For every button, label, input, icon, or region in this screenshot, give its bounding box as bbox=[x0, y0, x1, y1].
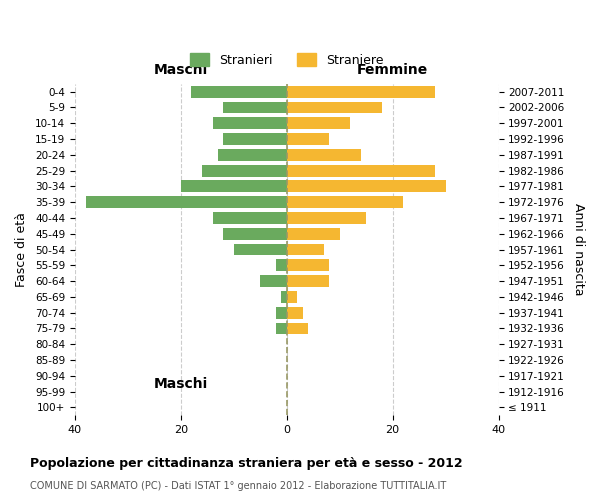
Bar bbox=[287, 291, 298, 303]
Bar bbox=[276, 322, 287, 334]
Bar bbox=[191, 86, 287, 98]
Bar bbox=[212, 212, 287, 224]
Bar bbox=[287, 244, 324, 256]
Legend: Stranieri, Straniere: Stranieri, Straniere bbox=[184, 47, 390, 73]
Bar bbox=[181, 180, 287, 192]
Bar bbox=[86, 196, 287, 208]
Bar bbox=[287, 228, 340, 239]
Bar bbox=[287, 260, 329, 271]
Bar bbox=[287, 322, 308, 334]
Bar bbox=[287, 149, 361, 161]
Bar bbox=[276, 307, 287, 318]
Text: Femmine: Femmine bbox=[357, 63, 428, 77]
Bar bbox=[287, 307, 302, 318]
Bar bbox=[287, 275, 329, 287]
Bar bbox=[223, 102, 287, 114]
Bar bbox=[287, 86, 435, 98]
Bar bbox=[287, 180, 446, 192]
Bar bbox=[218, 149, 287, 161]
Text: COMUNE DI SARMATO (PC) - Dati ISTAT 1° gennaio 2012 - Elaborazione TUTTITALIA.IT: COMUNE DI SARMATO (PC) - Dati ISTAT 1° g… bbox=[30, 481, 446, 491]
Bar bbox=[276, 260, 287, 271]
Bar bbox=[212, 118, 287, 129]
Y-axis label: Fasce di età: Fasce di età bbox=[15, 212, 28, 287]
Bar bbox=[281, 291, 287, 303]
Text: Maschi: Maschi bbox=[154, 378, 208, 392]
Bar bbox=[287, 102, 382, 114]
Bar bbox=[287, 133, 329, 145]
Y-axis label: Anni di nascita: Anni di nascita bbox=[572, 204, 585, 296]
Bar bbox=[287, 212, 366, 224]
Bar bbox=[223, 228, 287, 239]
Text: Maschi: Maschi bbox=[154, 63, 208, 77]
Bar bbox=[260, 275, 287, 287]
Bar bbox=[287, 196, 403, 208]
Bar bbox=[287, 118, 350, 129]
Bar bbox=[202, 164, 287, 176]
Bar bbox=[223, 133, 287, 145]
Bar bbox=[234, 244, 287, 256]
Bar bbox=[287, 164, 435, 176]
Text: Popolazione per cittadinanza straniera per età e sesso - 2012: Popolazione per cittadinanza straniera p… bbox=[30, 458, 463, 470]
